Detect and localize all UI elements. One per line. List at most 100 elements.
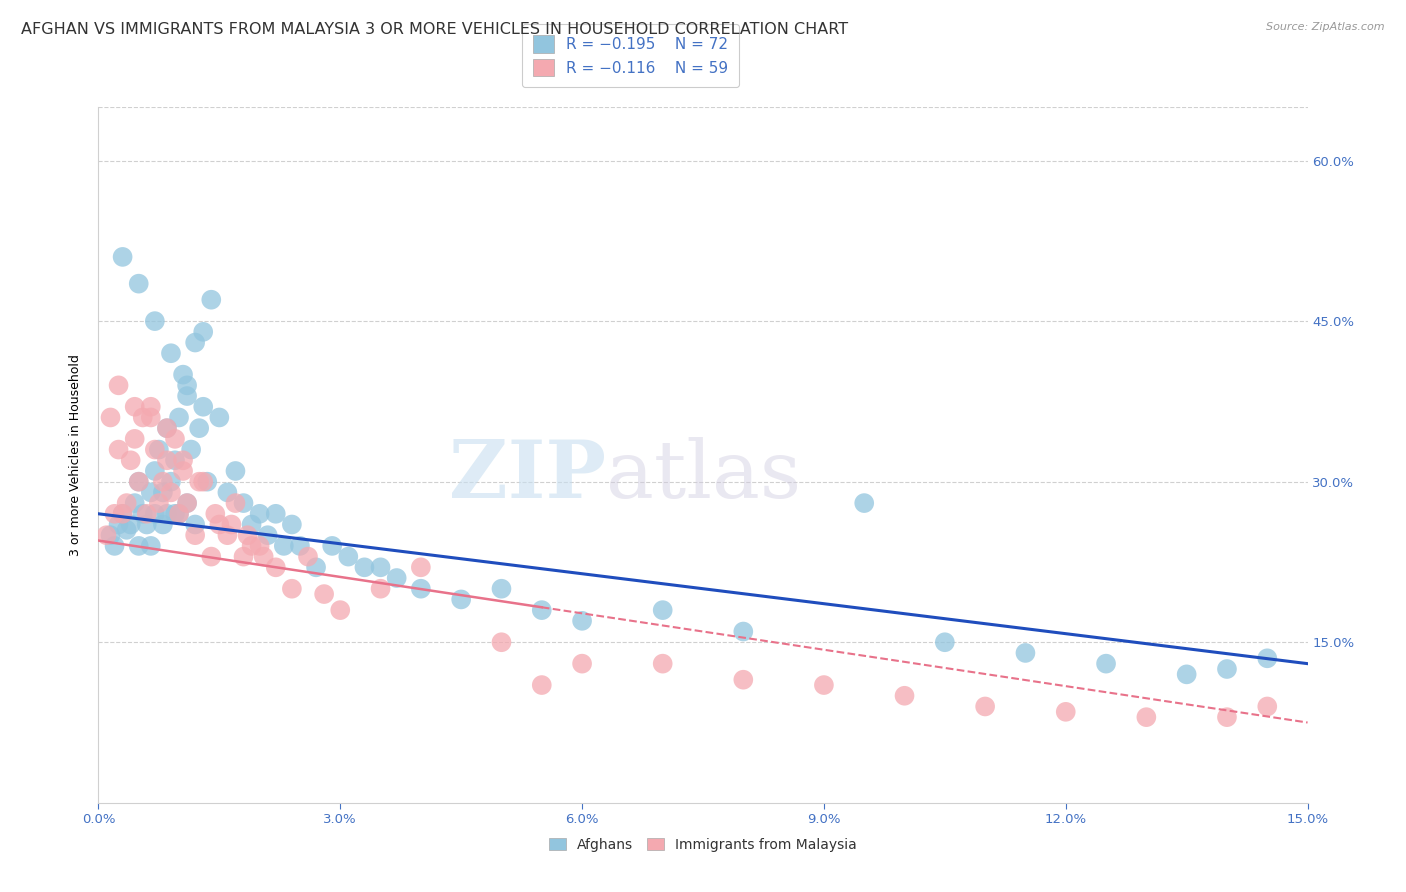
Point	[100, 410, 122, 425]
Point	[1256, 699, 1278, 714]
Point	[733, 673, 755, 687]
Point	[184, 517, 207, 532]
Point	[148, 442, 170, 457]
Point	[103, 507, 125, 521]
Point	[180, 442, 202, 457]
Text: atlas: atlas	[606, 437, 801, 515]
Point	[733, 624, 755, 639]
Point	[281, 517, 304, 532]
Legend: Afghans, Immigrants from Malaysia: Afghans, Immigrants from Malaysia	[543, 830, 863, 858]
Point	[530, 678, 553, 692]
Point	[530, 603, 553, 617]
Point	[167, 410, 190, 425]
Point	[288, 539, 311, 553]
Point	[148, 496, 170, 510]
Point	[273, 539, 295, 553]
Point	[208, 410, 231, 425]
Point	[1256, 651, 1278, 665]
Point	[139, 485, 162, 500]
Point	[176, 389, 198, 403]
Point	[314, 587, 336, 601]
Point	[111, 507, 134, 521]
Point	[120, 453, 142, 467]
Point	[232, 496, 254, 510]
Point	[1135, 710, 1157, 724]
Point	[172, 464, 194, 478]
Point	[297, 549, 319, 564]
Point	[974, 699, 997, 714]
Point	[1175, 667, 1198, 681]
Point	[188, 421, 211, 435]
Point	[156, 507, 179, 521]
Point	[184, 335, 207, 350]
Point	[163, 453, 186, 467]
Point	[115, 523, 138, 537]
Point	[107, 378, 129, 392]
Point	[107, 442, 129, 457]
Point	[96, 528, 118, 542]
Point	[281, 582, 304, 596]
Point	[143, 464, 166, 478]
Point	[156, 421, 179, 435]
Point	[232, 549, 254, 564]
Point	[249, 507, 271, 521]
Point	[385, 571, 408, 585]
Point	[353, 560, 375, 574]
Point	[208, 517, 231, 532]
Point	[195, 475, 218, 489]
Point	[128, 475, 150, 489]
Point	[450, 592, 472, 607]
Point	[124, 496, 146, 510]
Point	[264, 507, 287, 521]
Point	[236, 528, 259, 542]
Point	[264, 560, 287, 574]
Point	[217, 485, 239, 500]
Point	[370, 582, 392, 596]
Point	[193, 325, 215, 339]
Point	[651, 603, 673, 617]
Point	[370, 560, 392, 574]
Point	[1054, 705, 1077, 719]
Point	[253, 549, 276, 564]
Point	[329, 603, 352, 617]
Point	[200, 293, 222, 307]
Point	[139, 539, 162, 553]
Point	[240, 517, 263, 532]
Point	[160, 475, 183, 489]
Point	[156, 421, 179, 435]
Point	[135, 507, 157, 521]
Point	[1014, 646, 1036, 660]
Point	[163, 507, 186, 521]
Point	[163, 432, 186, 446]
Text: AFGHAN VS IMMIGRANTS FROM MALAYSIA 3 OR MORE VEHICLES IN HOUSEHOLD CORRELATION C: AFGHAN VS IMMIGRANTS FROM MALAYSIA 3 OR …	[21, 22, 848, 37]
Point	[115, 496, 138, 510]
Point	[1095, 657, 1118, 671]
Point	[103, 539, 125, 553]
Point	[224, 496, 246, 510]
Point	[224, 464, 246, 478]
Point	[143, 507, 166, 521]
Point	[128, 277, 150, 291]
Point	[337, 549, 360, 564]
Point	[111, 250, 134, 264]
Point	[152, 475, 174, 489]
Point	[160, 485, 183, 500]
Point	[188, 475, 211, 489]
Point	[321, 539, 343, 553]
Point	[107, 517, 129, 532]
Point	[305, 560, 328, 574]
Point	[193, 400, 215, 414]
Point	[193, 475, 215, 489]
Point	[172, 453, 194, 467]
Point	[143, 314, 166, 328]
Point	[139, 400, 162, 414]
Point	[128, 475, 150, 489]
Point	[120, 517, 142, 532]
Text: ZIP: ZIP	[450, 437, 606, 515]
Point	[853, 496, 876, 510]
Point	[111, 507, 134, 521]
Point	[651, 657, 673, 671]
Point	[132, 410, 155, 425]
Point	[200, 549, 222, 564]
Point	[571, 657, 593, 671]
